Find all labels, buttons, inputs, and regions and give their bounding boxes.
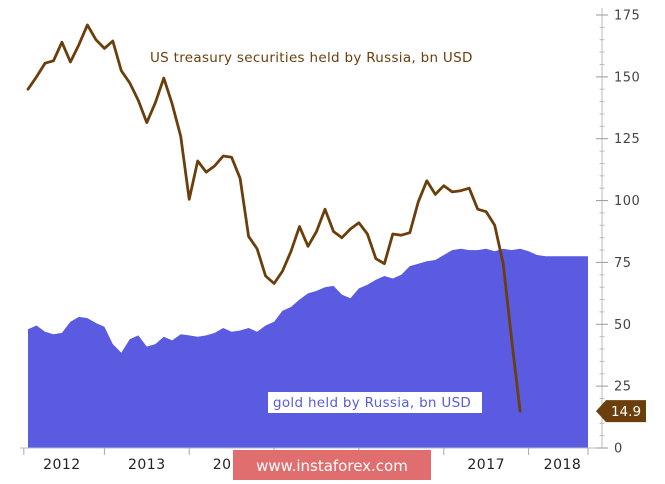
x-tick-label: 2013	[128, 457, 166, 473]
watermark: www.instaforex.com	[233, 450, 431, 480]
x-tick-label: 2012	[43, 457, 81, 473]
y-tick-label: 75	[614, 256, 632, 271]
watermark-text: www.instaforex.com	[256, 457, 408, 475]
y-tick-label: 0	[614, 442, 623, 457]
callout-14-9: 14.9	[596, 400, 646, 422]
x-tick-label: 2018	[544, 457, 582, 473]
y-tick-label: 100	[614, 194, 640, 209]
gold-series-label-box: gold held by Russia, bn USD	[268, 392, 482, 413]
y-tick-label: 175	[614, 9, 640, 24]
callout-value-label: 14.9	[611, 404, 641, 420]
treasury-series-label: US treasury securities held by Russia, b…	[150, 50, 473, 66]
y-tick-label: 125	[614, 132, 640, 147]
y-tick-label: 25	[614, 380, 632, 395]
x-tick-label: 2017	[467, 457, 505, 473]
y-tick-label: 150	[614, 70, 640, 85]
gold-series-label: gold held by Russia, bn USD	[273, 395, 471, 411]
y-axis: 0 25 50 75 100 125 150 175	[596, 8, 640, 457]
y-tick-label: 50	[614, 318, 632, 333]
